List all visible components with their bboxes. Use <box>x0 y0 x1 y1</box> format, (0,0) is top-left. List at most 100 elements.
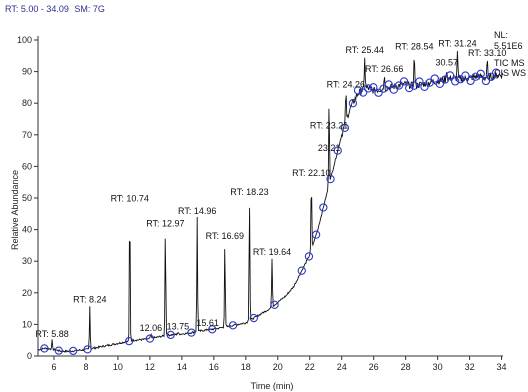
y-tick-label: 60 <box>22 161 32 171</box>
data-point-marker <box>304 252 314 261</box>
data-point-marker <box>353 86 363 95</box>
smoothing-label: SM: 7G <box>74 4 105 14</box>
peak-label: RT: 5.88 <box>35 329 68 339</box>
x-tick-label: 28 <box>401 362 411 372</box>
data-point-marker <box>124 336 134 346</box>
peak-label: 12.06 <box>140 323 163 333</box>
data-point-marker <box>187 328 196 337</box>
peak-label: RT: 31.24 <box>438 38 476 48</box>
peak-label: RT: 12.97 <box>146 219 184 229</box>
data-point-marker <box>297 266 306 275</box>
rt-range-label: RT: 5.00 - 34.09 <box>5 4 69 14</box>
data-point-marker <box>208 325 217 334</box>
y-tick-label: 70 <box>22 130 32 140</box>
data-point-marker <box>466 76 475 86</box>
data-point-marker <box>445 71 455 80</box>
data-point-marker <box>420 82 429 91</box>
data-point-marker <box>270 300 279 309</box>
chart-header: RT: 5.00 - 34.09 SM: 7G <box>5 4 108 14</box>
peak-label: 13.75 <box>167 321 190 331</box>
data-point-marker <box>491 68 501 77</box>
data-point-marker <box>384 80 393 89</box>
data-point-marker <box>461 71 470 80</box>
data-point-marker <box>83 345 92 354</box>
data-point-marker <box>340 123 350 132</box>
data-point-marker <box>486 72 496 81</box>
peak-label: 30.57 <box>435 57 458 67</box>
y-tick-label: 100 <box>17 35 32 45</box>
axes: 0 10 20 30 40 50 60 70 80 90 100 6 8 10 12 14 16 18 20 22 24… <box>17 35 507 372</box>
x-tick-label: 30 <box>433 362 443 372</box>
peak-label: 23.21 <box>318 143 341 153</box>
peak-label: RT: 8.24 <box>73 294 106 304</box>
x-tick-label: 8 <box>83 362 88 372</box>
trace-label-tic: TIC MS <box>494 58 525 68</box>
data-point-marker <box>481 76 491 86</box>
data-point-marker <box>166 330 175 340</box>
x-tick-label: 34 <box>497 362 507 372</box>
data-point-marker <box>394 81 404 90</box>
y-tick-label: 20 <box>22 288 32 298</box>
data-point-marker <box>451 77 460 86</box>
x-tick-label: 18 <box>241 362 251 372</box>
data-point-marker <box>435 79 445 88</box>
data-point-marker <box>326 174 335 184</box>
data-point-marker <box>348 99 358 108</box>
y-tick-label: 40 <box>22 225 32 235</box>
x-tick-label: 16 <box>209 362 219 372</box>
x-tick-label: 20 <box>273 362 283 372</box>
y-tick-label: 80 <box>22 98 32 108</box>
data-point-marker <box>399 77 409 86</box>
trace-label-cis: CIS WS <box>494 68 526 78</box>
data-point-marker <box>440 75 450 84</box>
y-axis-title: Relative Abundance <box>10 170 20 250</box>
data-point-marker <box>405 83 414 93</box>
data-point-marker <box>249 313 258 323</box>
data-point-marker <box>389 85 398 94</box>
data-point-marker <box>54 346 63 355</box>
peak-label: RT: 16.69 <box>206 231 244 241</box>
data-point-marker <box>369 83 378 92</box>
x-tick-label: 10 <box>113 362 123 372</box>
x-tick-label: 32 <box>465 362 475 372</box>
data-point-marker <box>358 88 368 97</box>
y-tick-label: 0 <box>27 351 32 361</box>
x-tick-label: 14 <box>177 362 187 372</box>
x-tick-label: 24 <box>337 362 347 372</box>
data-point-marker <box>374 88 383 97</box>
data-point-marker <box>145 334 155 343</box>
x-tick-label: 26 <box>369 362 379 372</box>
trace-layer <box>37 50 504 353</box>
data-point-marker <box>311 230 321 239</box>
data-point-marker <box>425 78 434 87</box>
y-tick-label: 50 <box>22 193 32 203</box>
x-tick-label: 22 <box>305 362 315 372</box>
peak-label: RT: 14.96 <box>178 206 216 216</box>
peak-label: 15.61 <box>196 318 219 328</box>
peak-label: RT: 22.10 <box>292 168 330 178</box>
x-tick-label: 6 <box>51 362 56 372</box>
peak-label: RT: 26.66 <box>365 64 403 74</box>
peak-label: RT: 24.26 <box>327 80 365 90</box>
data-point-marker <box>415 77 424 86</box>
y-tick-label: 30 <box>22 256 32 266</box>
peak-label: RT: 18.23 <box>230 187 268 197</box>
data-point-marker <box>40 344 49 353</box>
y-tick-label: 90 <box>22 67 32 77</box>
data-point-marker <box>69 346 78 356</box>
nl-value: 5.51E6 <box>494 41 523 51</box>
data-point-marker <box>430 74 439 83</box>
peak-label: RT: 19.64 <box>253 247 291 257</box>
y-tick-label: 10 <box>22 319 32 329</box>
data-point-marker <box>319 203 328 212</box>
x-axis-title: Time (min) <box>251 381 294 391</box>
peak-label: RT: 28.54 <box>395 42 433 52</box>
tic-trace-line <box>37 50 504 353</box>
peak-label: RT: 23.21 <box>310 121 348 131</box>
data-point-marker <box>410 81 419 90</box>
marker-layer <box>40 68 501 356</box>
data-point-marker <box>379 84 388 93</box>
data-point-marker <box>364 84 373 93</box>
